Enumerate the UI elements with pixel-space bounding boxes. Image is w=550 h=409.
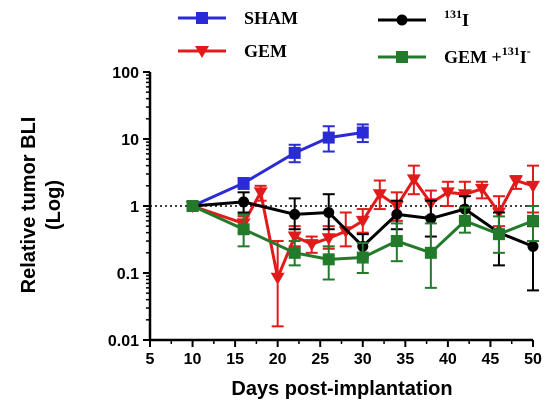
data-point [186,200,199,212]
data-point [372,189,387,202]
legend-item-1: GEM [178,41,287,61]
x-tick-label: 20 [269,351,287,368]
x-axis-title: Days post-implantation [231,378,452,400]
data-point [527,214,539,227]
legend-label: GEM [244,41,287,61]
data-point [356,126,369,139]
series-0 [186,123,369,212]
data-point [508,175,523,188]
data-point [396,14,408,26]
data-point [195,46,209,58]
y-tick-label: 0.01 [108,333,139,350]
data-point [304,239,319,252]
data-point [390,235,403,248]
y-tick-label: 100 [112,65,139,82]
series-3 [186,200,539,289]
data-point [322,253,335,266]
data-point [425,213,437,225]
plot-area [150,123,540,328]
legend-item-0: SHAM [178,8,298,28]
data-point [238,196,250,208]
legend-label: 131I [444,7,469,30]
data-point [289,208,301,220]
data-point [322,131,335,144]
data-point [355,215,370,228]
y-axis-title-line-2: (Log) [43,180,65,230]
axes: 0.01 0.1 1 10 100 5 10 15 20 25 30 35 40 45 50 [108,65,542,368]
series-line [191,204,534,261]
series-line [192,200,534,249]
x-tick-label: 25 [311,351,329,368]
data-point [440,187,455,200]
legend-item-3: GEM +131I- [378,44,531,67]
x-tick-label: 30 [354,351,372,368]
data-point [288,246,301,259]
data-point [391,208,403,220]
data-point [287,231,302,244]
x-tick-label: 50 [524,351,542,368]
y-tick-label: 1 [130,199,139,216]
data-point [323,206,335,218]
data-point [526,180,540,193]
x-tick-label: 5 [146,351,155,368]
y-tick-label: 10 [121,132,139,149]
data-point [458,214,471,227]
series-line [191,131,363,208]
data-point [237,223,250,236]
data-point [253,187,268,200]
data-point [474,183,489,196]
data-point [424,246,437,259]
data-point [288,146,301,159]
data-point [338,226,353,239]
legend-label: GEM +131I- [444,44,531,67]
x-tick-label: 40 [439,351,457,368]
data-point [356,251,369,264]
x-tick-label: 45 [482,351,500,368]
y-tick-label: 0.1 [117,266,139,283]
x-tick-label: 35 [396,351,414,368]
legend-label: SHAM [244,8,298,28]
data-point [196,12,208,24]
legend-item-2: 131I [378,7,469,30]
series-2 [187,191,539,292]
y-axis-title: Relative tumor BLI (Log) [18,117,65,294]
data-point [396,51,408,63]
data-point [321,233,336,246]
data-point [270,272,285,285]
legend: SHAM GEM 131I GEM +131I- [178,7,531,67]
x-tick-label: 10 [184,351,202,368]
data-point [527,240,539,252]
y-axis-title-line-1: Relative tumor BLI [18,117,40,294]
data-point [492,228,505,241]
x-tick-label: 15 [226,351,244,368]
data-point [406,174,421,187]
data-point [237,177,250,190]
data-point [457,189,472,202]
